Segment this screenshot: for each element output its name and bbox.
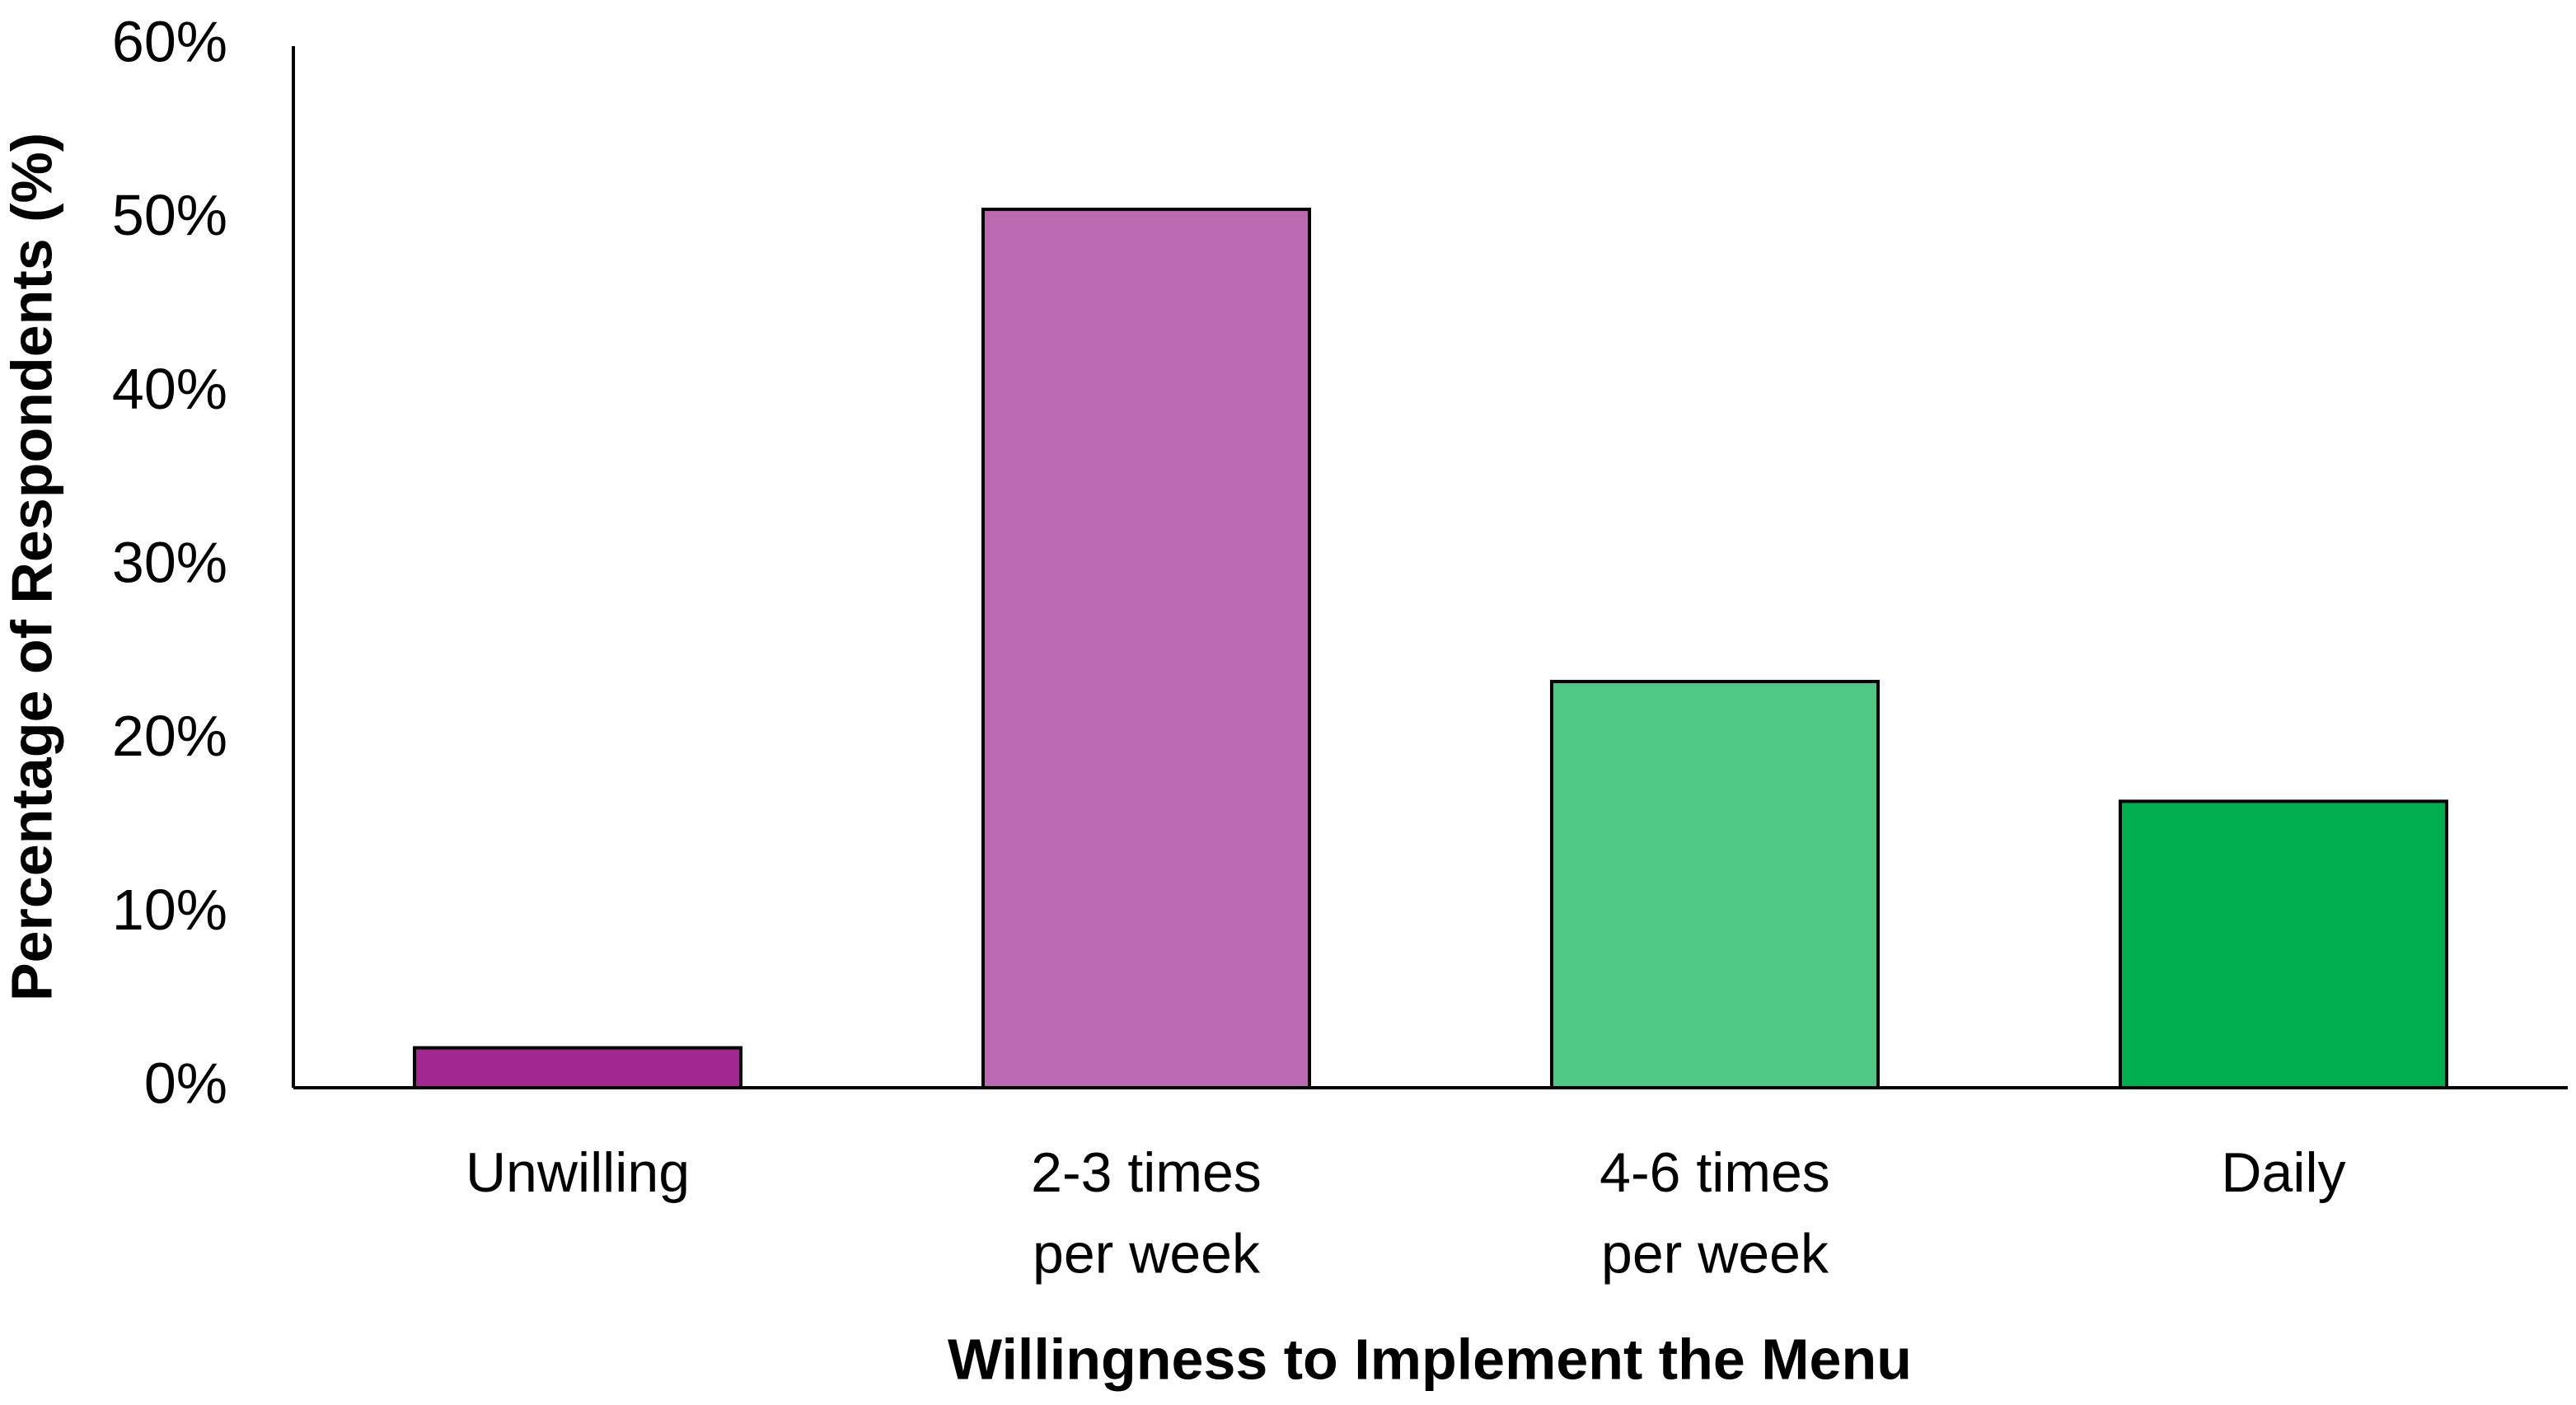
- y-tick-label: 60%: [112, 9, 227, 73]
- bar: [2118, 799, 2449, 1090]
- y-tick-label: 10%: [112, 878, 227, 942]
- bar: [1549, 680, 1880, 1089]
- y-tick-label: 40%: [112, 357, 227, 421]
- x-tick-label: Daily: [2221, 1141, 2345, 1204]
- x-axis-title: Willingness to Implement the Menu: [948, 1327, 1912, 1391]
- y-tick-label: 20%: [112, 704, 227, 768]
- y-tick-label: 50%: [112, 183, 227, 247]
- x-tick-label: 2-3 times per week: [1031, 1141, 1262, 1286]
- x-tick-label: 4-6 times per week: [1599, 1141, 1830, 1286]
- y-axis-title: Percentage of Respondents (%): [0, 133, 63, 1001]
- y-tick-label: 0%: [144, 1051, 227, 1115]
- bar: [412, 1046, 743, 1089]
- bar: [981, 208, 1312, 1090]
- x-tick-label: Unwilling: [466, 1141, 690, 1204]
- y-tick-label: 30%: [112, 530, 227, 594]
